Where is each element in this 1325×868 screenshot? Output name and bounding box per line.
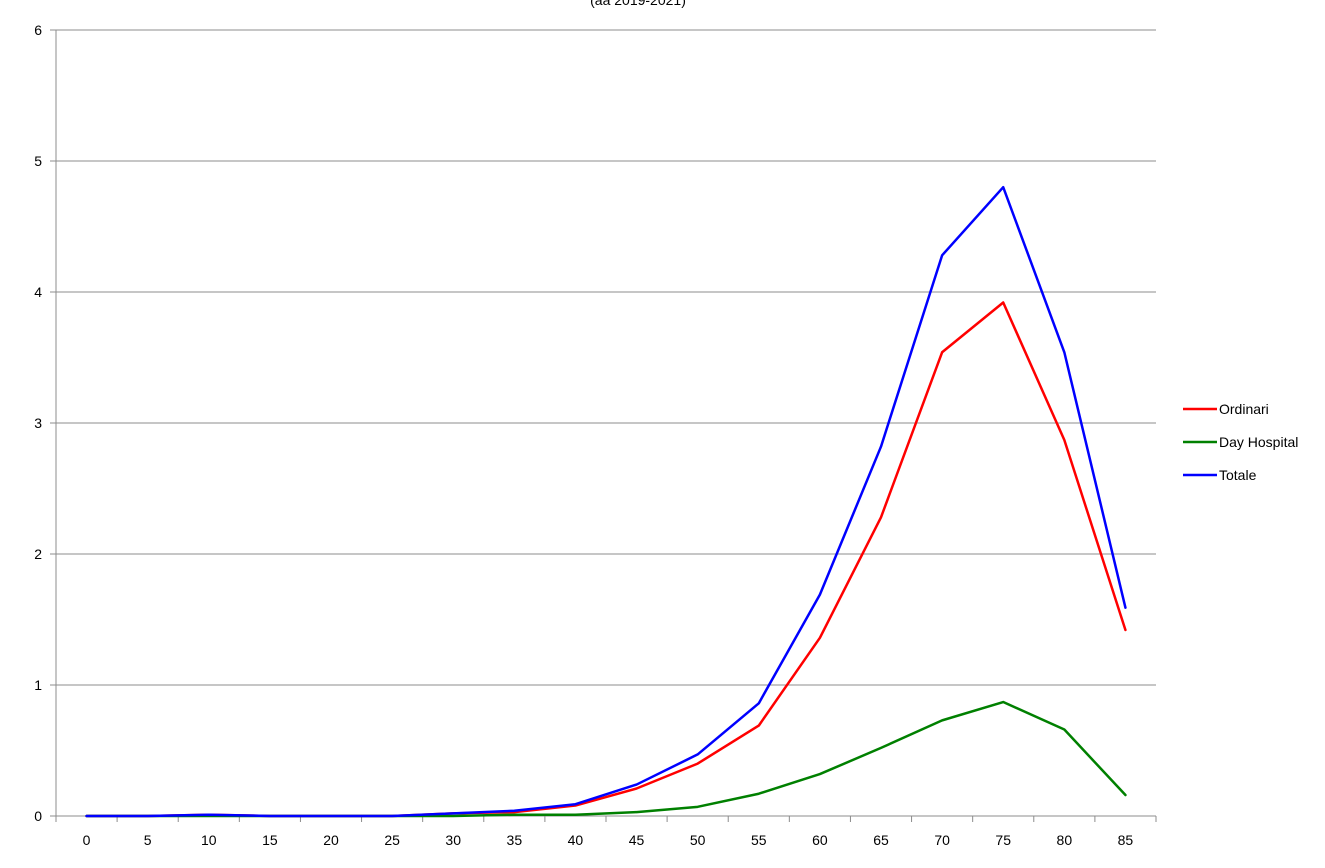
grid-lines (56, 29, 1156, 686)
y-tick-label: 4 (34, 284, 42, 300)
x-tick-label: 70 (934, 832, 950, 848)
x-tick-label: 10 (201, 832, 217, 848)
x-tick-label: 0 (83, 832, 91, 848)
x-tick-label: 85 (1118, 832, 1134, 848)
legend-label-totale: Totale (1219, 467, 1257, 483)
x-tick-label: 25 (384, 832, 400, 848)
series-lines (85, 185, 1127, 818)
y-tick-label: 0 (34, 808, 42, 824)
y-tick-label: 5 (34, 153, 42, 169)
x-tick-label: 55 (751, 832, 767, 848)
x-tick-label: 50 (690, 832, 706, 848)
x-tick-label: 40 (568, 832, 584, 848)
x-tick-label: 80 (1057, 832, 1073, 848)
chart-subtitle: (aa 2019-2021) (590, 0, 686, 8)
series-line-ordinari (85, 301, 1127, 818)
legend: Ordinari Day Hospital Totale (1183, 401, 1298, 483)
x-tick-label: 30 (445, 832, 461, 848)
legend-label-ordinari: Ordinari (1219, 401, 1269, 417)
x-tick-label: 75 (995, 832, 1011, 848)
y-tick-label: 1 (34, 677, 42, 693)
y-tick-label: 2 (34, 546, 42, 562)
series-line-totale (85, 185, 1127, 818)
x-tick-label: 20 (323, 832, 339, 848)
x-tick-label: 5 (144, 832, 152, 848)
x-tick-label: 60 (812, 832, 828, 848)
y-tick-label: 3 (34, 415, 42, 431)
legend-label-day-hospital: Day Hospital (1219, 434, 1298, 450)
x-tick-label: 35 (507, 832, 523, 848)
y-tick-label: 6 (34, 22, 42, 38)
series-line-day-hospital (85, 700, 1127, 818)
x-tick-label: 15 (262, 832, 278, 848)
x-tick-label: 45 (629, 832, 645, 848)
x-tick-label: 65 (873, 832, 889, 848)
